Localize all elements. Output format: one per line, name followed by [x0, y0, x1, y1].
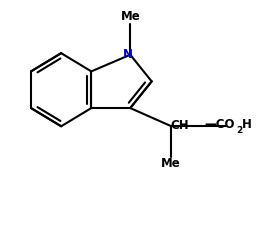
Text: CH: CH: [171, 119, 189, 132]
Text: Me: Me: [161, 158, 181, 170]
Text: H: H: [242, 118, 252, 131]
Text: 2: 2: [237, 126, 243, 135]
Text: —CO: —CO: [204, 118, 235, 131]
Text: N: N: [123, 48, 133, 61]
Text: Me: Me: [120, 9, 140, 22]
